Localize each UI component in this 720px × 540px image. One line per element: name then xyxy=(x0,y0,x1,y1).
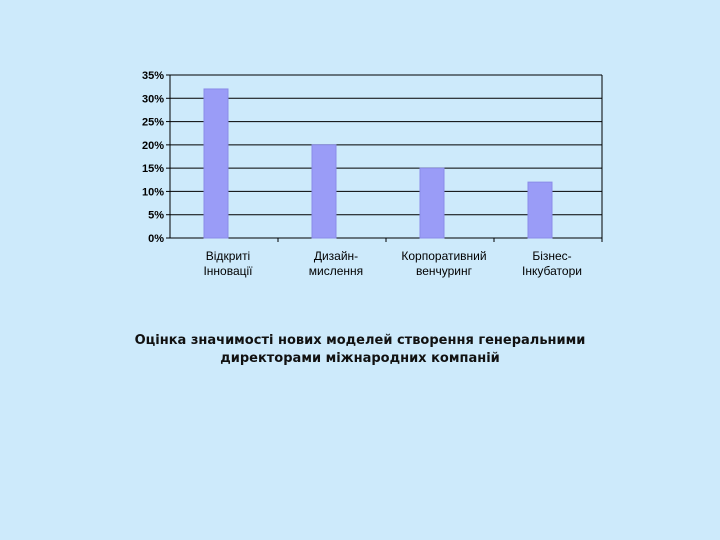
y-tick-label: 35% xyxy=(142,70,164,82)
x-category-label: Корпоративний венчуринг xyxy=(401,249,486,278)
x-axis-ticks xyxy=(277,238,603,242)
x-axis-category-labels: Відкриті Інновації Дизайн-мислення Корпорат… xyxy=(203,249,581,278)
y-axis-tick-labels: 0% 5% 10% 15% 20% 25% 30% 35% xyxy=(142,70,164,245)
x-category-label: Відкриті Інновації xyxy=(203,249,253,278)
y-tick-label: 15% xyxy=(142,163,164,175)
y-tick-label: 25% xyxy=(142,117,164,129)
bar xyxy=(311,144,337,239)
x-category-label: Бізнес-Інкубатори xyxy=(522,249,582,278)
x-category-label: Дизайн-мислення xyxy=(309,249,363,278)
chart-caption: Оцінка значимості нових моделей створенн… xyxy=(134,333,586,366)
bars xyxy=(203,88,553,239)
bar xyxy=(419,167,445,239)
bar xyxy=(203,88,229,239)
y-tick-label: 0% xyxy=(148,233,164,245)
bar xyxy=(527,181,553,239)
y-tick-label: 5% xyxy=(148,210,164,222)
y-tick-label: 20% xyxy=(142,140,164,152)
gridlines xyxy=(166,74,603,239)
y-tick-label: 10% xyxy=(142,186,164,198)
y-tick-label: 30% xyxy=(142,93,164,105)
bar-chart: 0% 5% 10% 15% 20% 25% 30% 35% Відкриті Інновації… xyxy=(142,70,603,278)
